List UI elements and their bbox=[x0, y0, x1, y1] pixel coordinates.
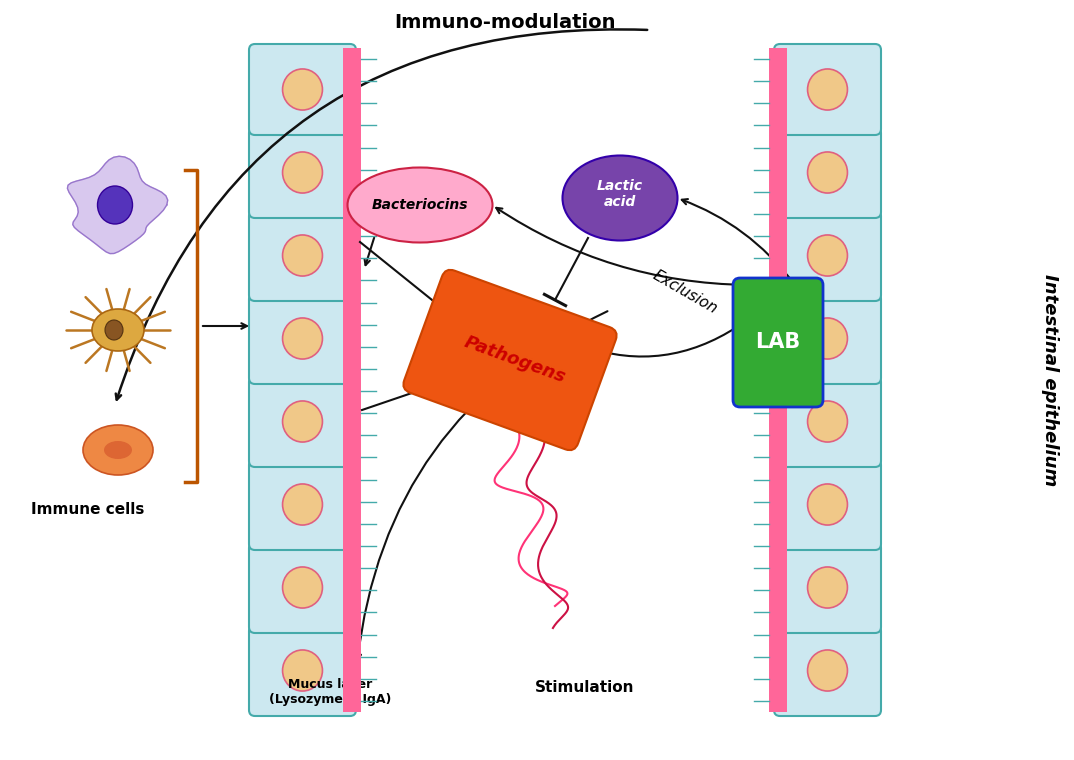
Ellipse shape bbox=[282, 484, 322, 525]
FancyBboxPatch shape bbox=[774, 127, 881, 218]
Ellipse shape bbox=[83, 425, 153, 475]
FancyBboxPatch shape bbox=[249, 210, 355, 301]
FancyBboxPatch shape bbox=[774, 293, 881, 384]
Ellipse shape bbox=[92, 309, 144, 351]
FancyBboxPatch shape bbox=[774, 376, 881, 467]
FancyBboxPatch shape bbox=[249, 542, 355, 633]
FancyBboxPatch shape bbox=[249, 459, 355, 550]
Text: Stimulation: Stimulation bbox=[535, 680, 635, 695]
FancyBboxPatch shape bbox=[404, 270, 616, 450]
Ellipse shape bbox=[808, 152, 847, 193]
FancyBboxPatch shape bbox=[249, 376, 355, 467]
Ellipse shape bbox=[105, 320, 124, 340]
FancyBboxPatch shape bbox=[249, 44, 355, 135]
Ellipse shape bbox=[808, 484, 847, 525]
Text: Intestinal epithelium: Intestinal epithelium bbox=[1041, 274, 1059, 486]
Ellipse shape bbox=[348, 167, 493, 242]
FancyBboxPatch shape bbox=[249, 293, 355, 384]
Text: Bacteriocins: Bacteriocins bbox=[372, 198, 468, 212]
Ellipse shape bbox=[808, 235, 847, 276]
Text: Immune cells: Immune cells bbox=[31, 502, 145, 518]
FancyBboxPatch shape bbox=[732, 278, 823, 407]
FancyBboxPatch shape bbox=[249, 625, 355, 716]
FancyBboxPatch shape bbox=[774, 210, 881, 301]
Bar bbox=[769, 48, 787, 712]
Ellipse shape bbox=[282, 69, 322, 110]
Ellipse shape bbox=[563, 156, 678, 240]
Polygon shape bbox=[68, 157, 168, 254]
Ellipse shape bbox=[282, 152, 322, 193]
Ellipse shape bbox=[808, 650, 847, 691]
FancyBboxPatch shape bbox=[774, 44, 881, 135]
Ellipse shape bbox=[98, 186, 132, 224]
Text: Pathogens: Pathogens bbox=[462, 334, 568, 387]
Ellipse shape bbox=[282, 401, 322, 442]
Ellipse shape bbox=[282, 567, 322, 608]
FancyBboxPatch shape bbox=[774, 459, 881, 550]
Ellipse shape bbox=[282, 650, 322, 691]
Text: Exclusion: Exclusion bbox=[650, 268, 720, 316]
Ellipse shape bbox=[282, 318, 322, 359]
Ellipse shape bbox=[104, 441, 132, 459]
FancyBboxPatch shape bbox=[249, 127, 355, 218]
Ellipse shape bbox=[808, 401, 847, 442]
Text: Mucus layer
(Lysozyme & IgA): Mucus layer (Lysozyme & IgA) bbox=[268, 678, 391, 706]
Text: LAB: LAB bbox=[755, 332, 800, 353]
Ellipse shape bbox=[808, 567, 847, 608]
Ellipse shape bbox=[808, 69, 847, 110]
FancyBboxPatch shape bbox=[774, 542, 881, 633]
Bar bbox=[343, 48, 361, 712]
Ellipse shape bbox=[808, 318, 847, 359]
FancyBboxPatch shape bbox=[774, 625, 881, 716]
Ellipse shape bbox=[282, 235, 322, 276]
Text: Lactic
acid: Lactic acid bbox=[597, 179, 643, 209]
Text: Immuno-modulation: Immuno-modulation bbox=[394, 12, 615, 31]
